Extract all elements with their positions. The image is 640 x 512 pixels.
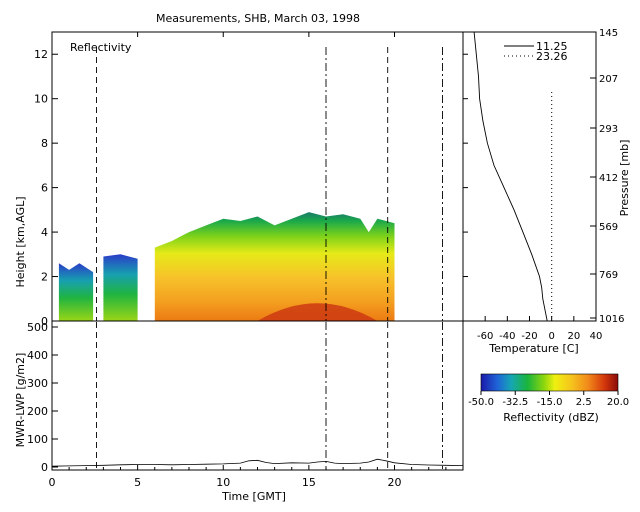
temp-tick-label: 40 <box>590 331 603 342</box>
y-tick-label: 0 <box>41 315 48 328</box>
colorbar-label: Reflectivity (dBZ) <box>503 411 599 424</box>
y-tick-label: 6 <box>41 182 48 195</box>
reflectivity-echo-field <box>58 212 395 321</box>
temp-tick-label: -40 <box>499 331 515 342</box>
pressure-tick-label: 207 <box>599 74 618 85</box>
lwp-y-tick-label: 200 <box>27 405 48 418</box>
y-tick-label: 4 <box>41 226 48 239</box>
legend-label-1125: 11.25 <box>536 40 568 53</box>
y-axis-title-lwp: MWR-LWP [g/m2] <box>14 353 27 448</box>
y-tick-label: 10 <box>34 93 48 106</box>
lwp-panel-frame <box>51 320 464 471</box>
lwp-series-line <box>51 458 464 467</box>
pressure-tick-label: 293 <box>599 124 618 135</box>
y-tick-label: 12 <box>34 48 48 61</box>
sounding-panel-frame <box>462 31 597 322</box>
y-axis-title-pressure: Pressure [mb] <box>618 140 631 217</box>
lwp-y-tick-label: 400 <box>27 349 48 362</box>
lwp-y-tick-label: 100 <box>27 433 48 446</box>
colorbar-tick-label: -50.0 <box>468 397 494 408</box>
sounding-1125-line <box>473 31 548 322</box>
pressure-tick-label: 412 <box>599 173 618 184</box>
x-tick-label: 10 <box>216 476 230 489</box>
x-axis-title: Time [GMT] <box>221 490 286 503</box>
x-tick-label: 5 <box>134 476 141 489</box>
event-lines <box>96 47 443 469</box>
y-axis-title-height: Height [km,AGL] <box>14 196 27 287</box>
echo-cell-mid <box>103 254 138 321</box>
temp-tick-label: -60 <box>477 331 493 342</box>
x-axis-title-temperature: Temperature [C] <box>488 342 578 355</box>
temp-tick-label: 20 <box>567 331 580 342</box>
colorbar-tick-label: -32.5 <box>502 397 528 408</box>
echo-main-mass <box>154 212 395 321</box>
panel-label-reflectivity: Reflectivity <box>70 41 132 54</box>
lwp-y-tick-label: 0 <box>41 461 48 474</box>
y-tick-label: 2 <box>41 271 48 284</box>
temp-tick-label: -20 <box>521 331 537 342</box>
pressure-tick-label: 1016 <box>599 314 624 325</box>
x-tick-label: 15 <box>302 476 316 489</box>
echo-core <box>257 303 378 321</box>
temp-tick-label: 0 <box>548 331 554 342</box>
colorbar-tick-label: 2.5 <box>576 397 592 408</box>
pressure-tick-label: 769 <box>599 270 618 281</box>
x-tick-label: 0 <box>49 476 56 489</box>
colorbar-tick-label: -15.0 <box>537 397 563 408</box>
x-tick-label: 20 <box>388 476 402 489</box>
chart-title: Measurements, SHB, March 03, 1998 <box>156 12 360 25</box>
pressure-tick-label: 569 <box>599 222 618 233</box>
lwp-y-tick-label: 500 <box>27 321 48 334</box>
colorbar-ticks: -50.0 -32.5 -15.0 2.5 20.0 <box>468 391 629 408</box>
echo-cell-early <box>58 263 94 321</box>
pressure-tick-label: 145 <box>599 28 618 39</box>
lwp-y-tick-label: 300 <box>27 377 48 390</box>
colorbar <box>480 373 619 392</box>
colorbar-tick-label: 20.0 <box>607 397 629 408</box>
legend-label-2326: 23.26 <box>536 50 568 63</box>
y-tick-label: 8 <box>41 137 48 150</box>
